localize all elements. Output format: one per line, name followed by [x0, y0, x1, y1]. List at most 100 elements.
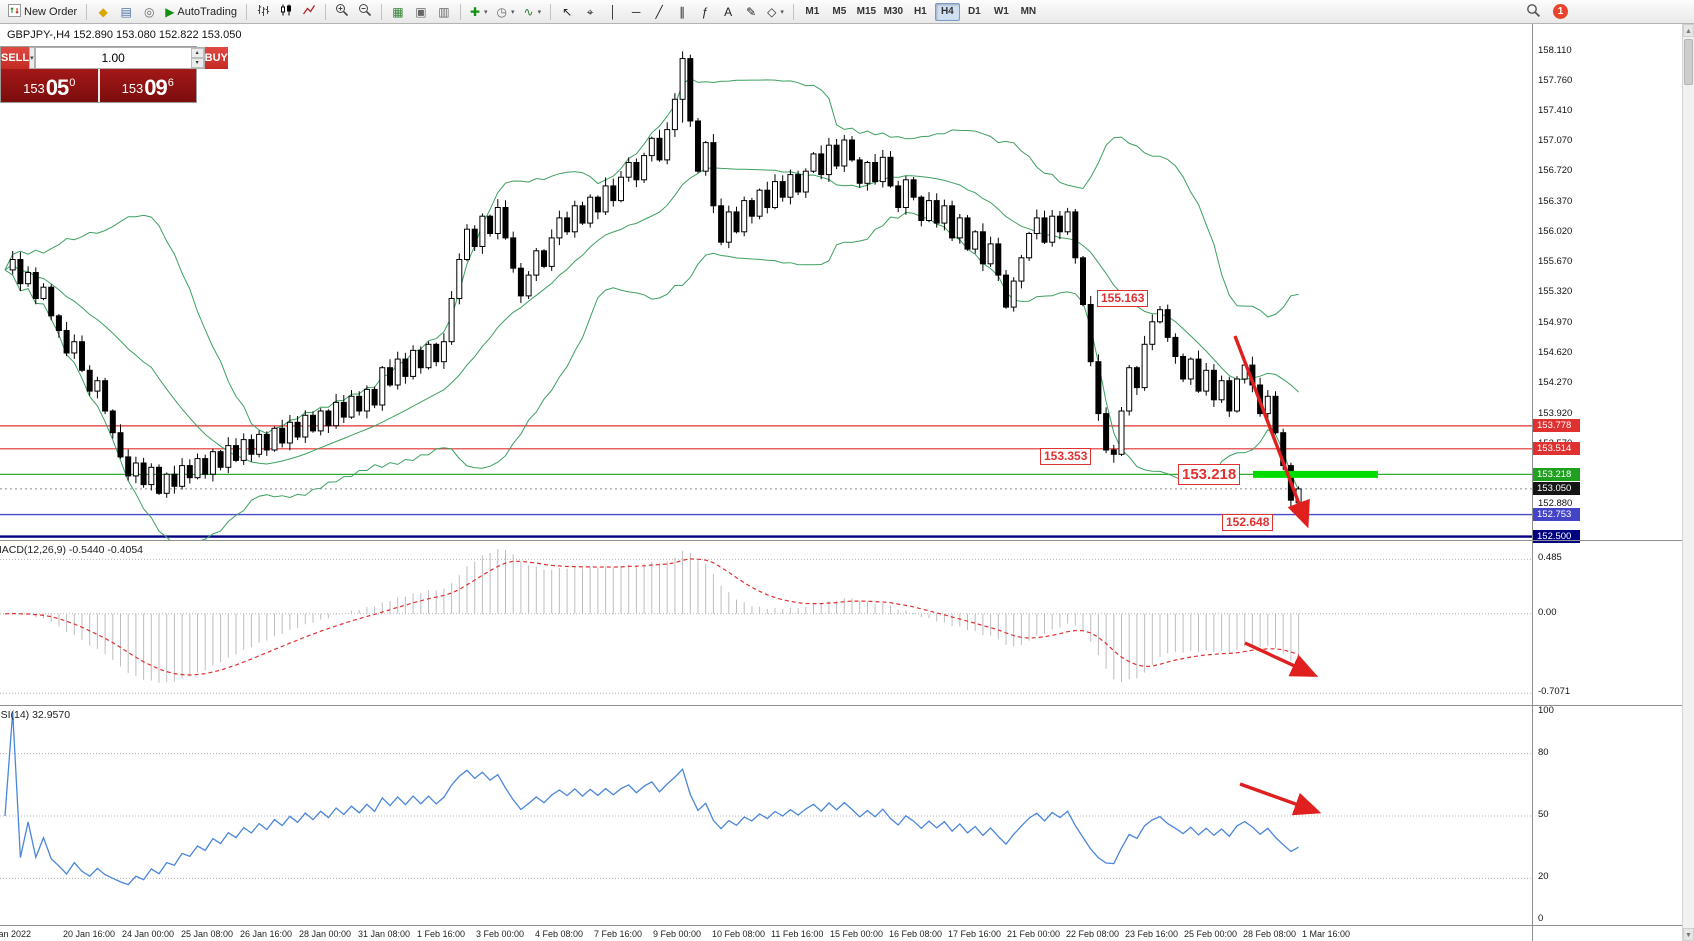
timeframe-button-m30[interactable]: M30 — [881, 3, 906, 21]
toolbar-separator — [459, 3, 461, 20]
terminal-icon: ▤ — [120, 4, 132, 19]
price-annotation[interactable]: 153.353 — [1040, 448, 1092, 465]
toolbar-separator — [550, 3, 552, 20]
shapes-tool-button[interactable]: ◇ ▾ — [763, 2, 788, 22]
rsi-axis-label: 80 — [1538, 746, 1549, 758]
timeframe-group: M1 M5 M15 M30 H1 H4 D1 W1 MN — [799, 2, 1042, 21]
panel-separator[interactable] — [1533, 705, 1682, 706]
rsi-axis-label: 100 — [1538, 705, 1554, 716]
time-axis-label: 31 Jan 08:00 — [358, 929, 411, 939]
time-axis-label: 11 Feb 16:00 — [771, 929, 824, 939]
autotrading-button[interactable]: ▶ AutoTrading — [161, 2, 241, 22]
sell-button[interactable]: SELL — [1, 47, 30, 69]
cursor-tool-button[interactable]: ↖ — [556, 2, 578, 22]
price-annotation[interactable]: 155.163 — [1097, 290, 1149, 307]
metaeditor-button[interactable]: ◆ — [92, 2, 114, 22]
bar-chart-mode-button[interactable] — [252, 2, 274, 22]
line-chart-icon — [302, 3, 316, 20]
vertical-line-tool-button[interactable]: │ — [602, 2, 624, 22]
profiles-button[interactable]: ◷ ▾ — [493, 2, 519, 22]
time-axis-label: 25 Jan 08:00 — [181, 929, 234, 939]
time-axis-label: 9 Feb 00:00 — [653, 929, 702, 939]
panel-separator[interactable] — [1533, 540, 1682, 541]
volume-input[interactable] — [35, 48, 191, 68]
buy-button[interactable]: BUY — [204, 47, 228, 69]
search-button[interactable] — [1522, 2, 1545, 22]
timeframe-button-h4[interactable]: H4 — [934, 2, 960, 21]
crosshair-tool-button[interactable]: ⌖ — [579, 2, 601, 22]
arrange-windows-button[interactable]: ▥ — [433, 2, 455, 22]
volume-spinner: ▴ ▾ — [190, 48, 204, 68]
price-axis-label: 157.070 — [1538, 134, 1573, 146]
sell-price-button[interactable]: 153050 — [1, 69, 100, 102]
timeframe-button-m1[interactable]: M1 — [800, 3, 825, 21]
timeframe-button-d1[interactable]: D1 — [962, 3, 987, 21]
fibonacci-tool-button[interactable]: ƒ — [694, 2, 716, 22]
label-tool-button[interactable]: ✎ — [740, 2, 762, 22]
cascade-windows-icon: ▣ — [415, 4, 427, 19]
candlestick-mode-button[interactable] — [275, 2, 297, 22]
time-axis-label: 16 Feb 08:00 — [889, 929, 943, 939]
zoom-in-button[interactable] — [331, 2, 353, 22]
price-axis-label: 157.410 — [1538, 105, 1573, 117]
volume-down-button[interactable]: ▾ — [190, 58, 204, 68]
trend-arrow[interactable] — [1244, 641, 1319, 677]
indicators-button[interactable]: ∿ ▾ — [520, 2, 546, 22]
text-icon: A — [724, 4, 733, 19]
scrollbar-up-button[interactable]: ▲ — [1683, 24, 1694, 37]
caret-down-icon: ▾ — [511, 8, 515, 16]
new-chart-button[interactable]: ✚ ▾ — [466, 2, 492, 22]
price-scale[interactable]: 158.110 157.760 157.410 157.070 156.720 156.3… — [1532, 24, 1682, 941]
channel-tool-button[interactable]: ∥ — [671, 2, 693, 22]
time-axis-label: 28 Feb 08:00 — [1243, 929, 1297, 939]
timeframe-button-m5[interactable]: M5 — [827, 3, 852, 21]
order-options-dropdown[interactable]: ▾ — [29, 47, 35, 69]
cursor-icon: ↖ — [562, 4, 573, 19]
sell-price-sup: 0 — [69, 77, 76, 89]
time-scale[interactable]: Jan 2022 20 Jan 16:00 24 Jan 00:00 25 Jan 0… — [0, 925, 1532, 941]
time-axis-label: 24 Jan 00:00 — [122, 929, 175, 939]
zoom-out-button[interactable] — [354, 2, 376, 22]
timeframe-button-h1[interactable]: H1 — [908, 3, 933, 21]
trendline-tool-button[interactable]: ╱ — [648, 2, 670, 22]
price-axis-label: 154.620 — [1538, 347, 1573, 358]
arrange-windows-icon: ▥ — [438, 4, 450, 19]
strategy-tester-button[interactable]: ◎ — [138, 2, 160, 22]
volume-field: ▴ ▾ — [34, 47, 205, 69]
trend-arrow[interactable] — [1233, 335, 1310, 529]
tile-windows-button[interactable]: ▦ — [387, 2, 409, 22]
horizontal-line-tool-button[interactable]: ─ — [625, 2, 647, 22]
scrollbar-thumb[interactable] — [1684, 39, 1693, 85]
price-axis-label: 155.320 — [1538, 286, 1573, 298]
volume-up-button[interactable]: ▴ — [190, 48, 204, 58]
terminal-button[interactable]: ▤ — [115, 2, 137, 22]
vertical-scrollbar: ▲ ▼ — [1682, 24, 1694, 941]
price-annotation[interactable]: 153.218 — [1178, 464, 1241, 485]
line-chart-mode-button[interactable] — [298, 2, 320, 22]
time-axis-label: 15 Feb 00:00 — [830, 929, 884, 939]
scrollbar-down-button[interactable]: ▼ — [1683, 928, 1694, 941]
price-axis-label: 156.370 — [1538, 195, 1573, 207]
rsi-canvas[interactable] — [0, 706, 1532, 925]
one-click-trading-widget: SELL ▾ ▴ ▾ BUY 153050 153096 — [0, 46, 228, 103]
text-tool-button[interactable]: A — [717, 2, 739, 22]
timeframe-button-w1[interactable]: W1 — [989, 3, 1014, 21]
notification-badge[interactable]: 1 — [1553, 4, 1568, 19]
bollinger-upper-band — [4, 78, 1299, 434]
buy-price-button[interactable]: 153096 — [99, 69, 196, 102]
trend-arrow[interactable] — [1239, 782, 1322, 816]
timeframe-button-mn[interactable]: MN — [1016, 3, 1041, 21]
macd-canvas[interactable] — [0, 541, 1532, 705]
autotrading-label: AutoTrading — [177, 5, 237, 18]
macd-signal-line — [4, 558, 1299, 676]
time-axis-label: 23 Feb 16:00 — [1125, 929, 1179, 939]
price-chart-canvas[interactable] — [0, 24, 1532, 540]
sell-price-prefix: 153 — [23, 81, 45, 96]
caret-down-icon: ▾ — [484, 8, 488, 16]
new-order-button[interactable]: New Order — [4, 2, 81, 22]
cascade-windows-button[interactable]: ▣ — [410, 2, 432, 22]
timeframe-button-m15[interactable]: M15 — [854, 3, 879, 21]
tile-windows-icon: ▦ — [392, 4, 404, 19]
panel-separator[interactable] — [1533, 925, 1682, 926]
price-annotation[interactable]: 152.648 — [1222, 514, 1274, 531]
